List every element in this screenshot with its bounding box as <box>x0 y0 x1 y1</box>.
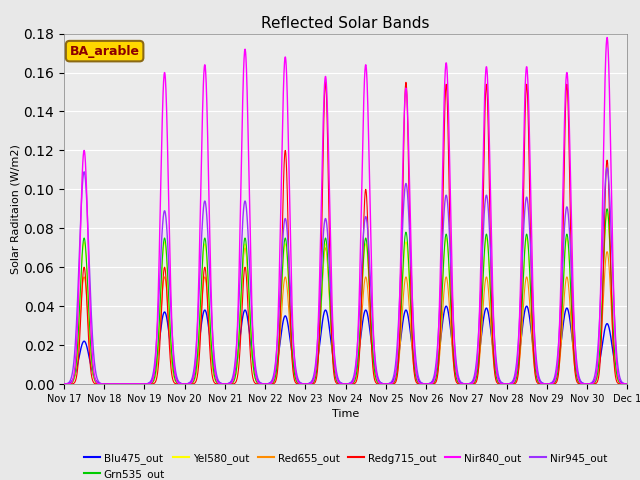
Grn535_out <box>355 346 363 352</box>
Yel580_out <box>604 210 611 216</box>
Yel580_out <box>60 381 68 387</box>
Red655_out <box>120 381 128 387</box>
Nir945_out <box>604 165 611 171</box>
Blu475_out <box>311 371 319 377</box>
Nir840_out <box>307 381 314 387</box>
Line: Yel580_out: Yel580_out <box>64 213 627 384</box>
Red655_out <box>623 381 631 387</box>
Blu475_out <box>523 303 531 309</box>
Line: Nir840_out: Nir840_out <box>64 37 627 384</box>
Redg715_out <box>60 381 68 387</box>
Redg715_out <box>402 80 410 85</box>
Nir840_out <box>60 381 68 387</box>
Redg715_out <box>120 381 128 387</box>
Blu475_out <box>132 381 140 387</box>
Nir840_out <box>447 208 454 214</box>
Redg715_out <box>623 381 631 387</box>
Nir945_out <box>132 381 140 387</box>
Line: Nir945_out: Nir945_out <box>64 168 627 384</box>
Nir945_out <box>120 381 128 387</box>
Red655_out <box>60 381 68 387</box>
Yel580_out <box>447 302 454 308</box>
Blu475_out <box>623 381 631 387</box>
Grn535_out <box>604 206 611 212</box>
Red655_out <box>422 381 430 387</box>
Line: Blu475_out: Blu475_out <box>64 306 627 384</box>
Grn535_out <box>132 381 140 387</box>
Red655_out <box>311 376 319 382</box>
Yel580_out <box>132 381 140 387</box>
Blu475_out <box>120 381 128 387</box>
Nir945_out <box>307 380 314 386</box>
Nir945_out <box>311 365 319 371</box>
Nir840_out <box>120 381 128 387</box>
Red655_out <box>241 245 249 251</box>
Yel580_out <box>422 381 430 387</box>
Redg715_out <box>422 381 430 387</box>
Redg715_out <box>311 380 319 385</box>
Redg715_out <box>132 381 140 387</box>
Yel580_out <box>311 376 319 382</box>
Grn535_out <box>120 381 128 387</box>
Line: Redg715_out: Redg715_out <box>64 83 627 384</box>
Legend: Blu475_out, Grn535_out, Yel580_out, Red655_out, Redg715_out, Nir840_out, Nir945_: Blu475_out, Grn535_out, Yel580_out, Red6… <box>80 449 611 480</box>
Blu475_out <box>60 381 68 387</box>
Y-axis label: Solar Raditaion (W/m2): Solar Raditaion (W/m2) <box>11 144 20 274</box>
Line: Grn535_out: Grn535_out <box>64 209 627 384</box>
Blu475_out <box>422 381 430 387</box>
Grn535_out <box>422 381 430 387</box>
Red655_out <box>132 381 140 387</box>
Nir945_out <box>60 381 68 387</box>
Yel580_out <box>307 381 314 387</box>
Blu475_out <box>355 349 363 355</box>
Grn535_out <box>623 381 631 387</box>
Nir945_out <box>447 258 454 264</box>
Nir840_out <box>355 304 363 310</box>
Nir945_out <box>355 319 363 324</box>
Red655_out <box>447 326 454 332</box>
Nir840_out <box>422 381 430 387</box>
Nir840_out <box>311 371 319 377</box>
Nir945_out <box>422 381 430 387</box>
Blu475_out <box>447 327 454 333</box>
Blu475_out <box>307 380 314 386</box>
Line: Red655_out: Red655_out <box>64 248 627 384</box>
Nir840_out <box>604 35 611 40</box>
Text: BA_arable: BA_arable <box>70 45 140 58</box>
Title: Reflected Solar Bands: Reflected Solar Bands <box>261 16 430 31</box>
X-axis label: Time: Time <box>332 409 359 419</box>
Grn535_out <box>447 300 454 306</box>
Redg715_out <box>355 360 363 366</box>
Grn535_out <box>60 381 68 387</box>
Nir840_out <box>132 381 140 387</box>
Grn535_out <box>311 376 319 382</box>
Nir945_out <box>623 381 631 387</box>
Nir840_out <box>623 381 631 387</box>
Red655_out <box>355 353 363 359</box>
Yel580_out <box>623 381 631 387</box>
Yel580_out <box>355 348 363 353</box>
Yel580_out <box>120 381 128 387</box>
Redg715_out <box>447 275 454 281</box>
Redg715_out <box>307 381 314 387</box>
Red655_out <box>307 381 314 387</box>
Grn535_out <box>307 381 314 387</box>
